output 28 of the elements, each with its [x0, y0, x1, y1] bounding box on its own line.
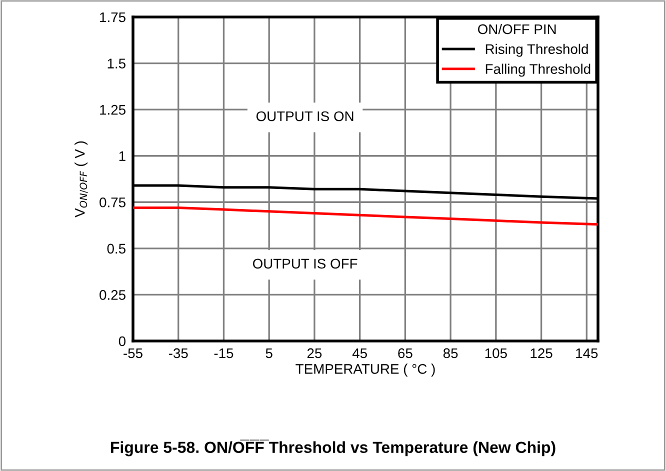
- y-tick-label: 1: [119, 151, 126, 161]
- annotation: OUTPUT IS OFF: [252, 258, 358, 269]
- x-tick-label: 85: [443, 348, 458, 358]
- x-tick-label: 5: [266, 348, 272, 358]
- legend-title: ON/OFF PIN: [478, 24, 556, 34]
- x-tick-label: 105: [485, 348, 507, 358]
- legend-label: Rising Threshold: [486, 44, 588, 57]
- annotation: OUTPUT IS ON: [256, 111, 354, 122]
- x-tick-label: 25: [307, 348, 322, 358]
- y-tick-label: 0.25: [100, 290, 126, 300]
- x-tick-label: 145: [576, 348, 598, 358]
- y-tick-label: 0.5: [107, 244, 126, 254]
- y-tick-label: 0.75: [100, 197, 126, 208]
- x-tick-label: -35: [168, 348, 188, 358]
- legend-label: Falling Threshold: [486, 64, 590, 77]
- x-axis-title: TEMPERATURE ( °C ): [296, 364, 435, 377]
- y-tick-label: 1.5: [108, 58, 126, 68]
- line-series: [133, 206, 598, 226]
- x-tick-label: 65: [398, 348, 412, 358]
- text: Figure 5-58. ON/O̅F̅F̅ Threshold vs Temperature (New Chip): [111, 440, 556, 456]
- x-tick-label: -15: [214, 348, 234, 358]
- x-tick-label: -55: [124, 348, 142, 358]
- y-tick-label: 0: [118, 336, 126, 346]
- y-axis-title: V$_{ON/OFF}$ ( V ): [74, 141, 88, 218]
- y-tick-label: 1.25: [100, 104, 126, 115]
- y-tick-label: 1.75: [100, 12, 126, 22]
- x-tick-label: 125: [530, 348, 552, 358]
- x-tick-label: 45: [352, 348, 367, 358]
